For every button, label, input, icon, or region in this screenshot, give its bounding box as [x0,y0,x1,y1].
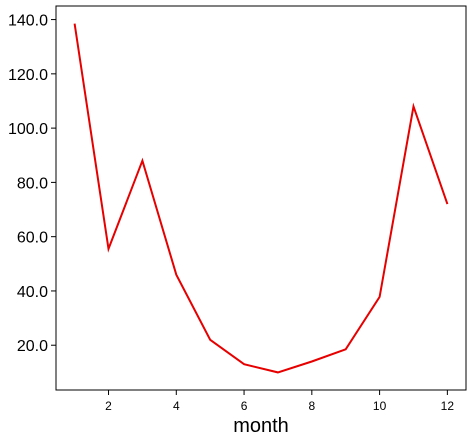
x-tick-label: 10 [373,399,387,413]
x-tick-label: 4 [173,399,180,413]
series-layer [73,23,449,374]
x-tick-label: 6 [241,399,248,413]
y-tick-label: 120.0 [8,67,48,84]
y-tick-label: 80.0 [17,175,48,192]
y-axis-ticks: 20.0 40.0 60.0 80.0 100.0 120.0 140.0 [8,13,56,355]
y-tick-label: 60.0 [17,230,48,247]
x-tick-label: 8 [308,399,315,413]
x-axis-title: month [233,415,289,437]
y-tick-label: 20.0 [17,338,48,355]
plot-frame [55,5,467,391]
y-tick-label: 100.0 [8,121,48,138]
series-line [73,23,449,374]
x-tick-label: 2 [105,399,112,413]
y-tick-label: 140.0 [8,13,48,30]
x-tick-label: 12 [441,399,455,413]
y-tick-label: 40.0 [17,284,48,301]
x-axis-ticks: 2 4 6 8 10 12 [105,390,454,413]
